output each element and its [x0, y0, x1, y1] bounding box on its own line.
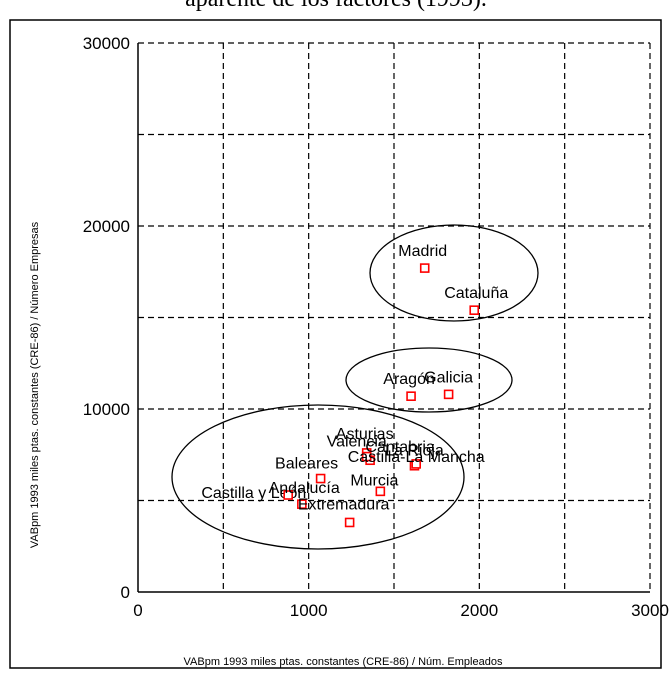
grid-lines	[138, 42, 651, 592]
cluster-ellipse-high	[369, 224, 539, 322]
x-axis-title: VABpm 1993 miles ptas. constantes (CRE-8…	[184, 656, 503, 668]
data-point	[283, 490, 293, 500]
data-point	[344, 517, 355, 528]
data-point-label: Andalucía	[269, 480, 340, 497]
y-axis-title: VABpm 1993 miles ptas. constantes (CRE-8…	[29, 221, 41, 548]
chart-frame	[9, 19, 662, 669]
cluster-ellipses	[171, 224, 539, 550]
data-point	[411, 459, 421, 469]
axes	[137, 43, 650, 593]
data-point-label: Galicia	[424, 369, 473, 386]
data-point-label: Murcia	[350, 472, 398, 489]
data-point-label: Cantabria	[365, 439, 434, 456]
data-point-label: Castilla-La Mancha	[348, 449, 485, 466]
data-point	[315, 473, 326, 484]
data-point	[361, 451, 372, 462]
y-tick-label: 0	[121, 583, 130, 602]
y-tick-label: 10000	[83, 400, 130, 419]
data-point-label: Asturias	[336, 426, 394, 443]
y-tick-label: 20000	[83, 217, 130, 236]
data-point-label: Baleares	[275, 456, 338, 473]
data-point-label: Extremadura	[298, 496, 390, 513]
data-point	[406, 391, 416, 401]
data-point	[297, 499, 307, 509]
data-point-label: Madrid	[398, 243, 447, 260]
cluster-ellipse-low	[171, 404, 465, 550]
x-tick-label: 2000	[460, 601, 498, 620]
data-point-label: Valencia	[327, 434, 387, 451]
data-point-label: Cataluña	[444, 285, 508, 302]
y-tick-label: 30000	[83, 34, 130, 53]
data-point	[443, 389, 454, 400]
x-tick-label: 1000	[290, 601, 328, 620]
data-point	[419, 263, 430, 273]
x-tick-label: 3000	[631, 601, 669, 620]
data-point-label: Aragón	[383, 371, 435, 388]
cluster-ellipse-mid	[345, 347, 513, 413]
chart-title: aparente de los factores (1993).	[0, 0, 672, 13]
x-tick-label: 0	[133, 601, 142, 620]
data-point	[375, 486, 386, 497]
data-point	[469, 305, 480, 315]
data-point-label: Castilla y León	[201, 485, 306, 502]
data-point-label: La Rioja	[385, 443, 444, 460]
